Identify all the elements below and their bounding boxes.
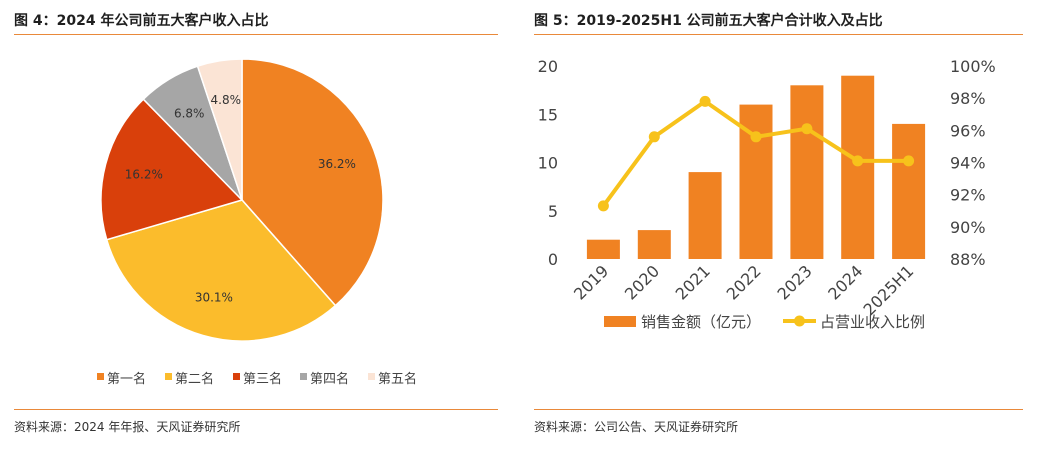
ratio-point-2023: [801, 123, 813, 135]
pie-slice-5: [196, 58, 243, 201]
ratio-point-2024: [852, 155, 864, 167]
x-axis-tick-label: 2022: [723, 261, 765, 303]
right-axis-tick-label: 98%: [950, 89, 986, 108]
x-axis-tick-label: 2024: [824, 261, 866, 303]
pie-legend-label-1: 第一名: [107, 371, 146, 387]
x-axis-tick-label: 2021: [672, 261, 714, 303]
right-axis-tick-label: 100%: [950, 57, 996, 76]
pie-slice-label-2: 30.1%: [195, 291, 233, 305]
left-axis-tick-label: 20: [538, 57, 558, 76]
right-axis-tick-label: 92%: [950, 186, 986, 205]
pie-legend-label-4: 第四名: [310, 371, 349, 387]
pie-legend-swatch-4: [300, 373, 307, 380]
bar-2021: [688, 172, 722, 259]
pie-slice-label-1: 36.2%: [318, 157, 356, 171]
combo-figure-panel: 图 5：2019-2025H1 公司前五大客户合计收入及占比 0 5 10 15 20 8…: [520, 0, 1037, 471]
combo-legend-bar-label: 销售金额（亿元）: [641, 313, 761, 331]
right-axis-tick-label: 94%: [950, 154, 986, 173]
bar-2020: [637, 230, 671, 259]
pie-slice-label-3: 16.2%: [125, 167, 163, 181]
pie-slice-label-4: 6.8%: [174, 106, 205, 120]
left-axis-tick-label: 15: [538, 105, 558, 124]
left-axis-tick-label: 0: [548, 250, 558, 269]
pie-slice-label-5: 4.8%: [211, 93, 242, 107]
x-axis-tick-label: 2025H1: [859, 261, 917, 319]
pie-legend-label-2: 第二名: [175, 371, 214, 387]
ratio-point-2019: [597, 200, 609, 212]
pie-legend-label-5: 第五名: [378, 371, 417, 387]
pie-legend-swatch-2: [165, 373, 172, 380]
combo-source-rule: [534, 409, 1023, 410]
pie-chart: 36.2% 30.1% 16.2% 6.8% 4.8% 第一名 第二名 第三名 第四名 第五名: [97, 58, 417, 387]
combo-legend-line-marker: [794, 315, 805, 327]
ratio-point-2021: [699, 95, 711, 107]
bar-2019: [586, 239, 620, 259]
pie-source-rule: [14, 409, 498, 410]
ratio-point-2022: [750, 131, 762, 143]
pie-title-rule: [14, 34, 498, 35]
combo-legend-line-label: 占营业收入比例: [820, 313, 925, 331]
right-axis-tick-label: 90%: [950, 218, 986, 237]
combo-title-rule: [534, 34, 1023, 35]
pie-legend-swatch-1: [97, 373, 104, 380]
pie-legend-swatch-5: [368, 373, 375, 380]
pie-legend-label-3: 第三名: [243, 371, 282, 387]
right-axis-tick-label: 96%: [950, 121, 986, 140]
x-axis-tick-label: 2023: [774, 261, 816, 303]
x-axis-tick-label: 2020: [621, 261, 663, 303]
right-axis-tick-label: 88%: [950, 250, 986, 269]
pie-slice-3: [100, 98, 244, 241]
pie-slice-2: [105, 199, 337, 342]
pie-slice-1: [241, 58, 384, 307]
left-axis-tick-label: 5: [548, 202, 558, 221]
bar-2025H1: [892, 123, 926, 260]
pie-figure-panel: 图 4：2024 年公司前五大客户收入占比 36.2% 30.1% 16.2% 6.8…: [0, 0, 500, 471]
ratio-point-2020: [648, 131, 660, 143]
bar-2024: [841, 75, 875, 259]
pie-legend-swatch-3: [233, 373, 240, 380]
left-axis-tick-label: 10: [538, 154, 558, 173]
combo-figure-title: 图 5：2019-2025H1 公司前五大客户合计收入及占比: [534, 13, 883, 29]
pie-figure-title: 图 4：2024 年公司前五大客户收入占比: [14, 13, 269, 29]
bar-2023: [790, 85, 824, 259]
ratio-point-2025H1: [903, 155, 915, 167]
combo-legend-bar-swatch: [604, 316, 636, 327]
x-axis-tick-label: 2019: [570, 261, 612, 303]
pie-source-note: 资料来源：2024 年年报、天风证券研究所: [14, 420, 241, 434]
combo-source-note: 资料来源：公司公告、天风证券研究所: [534, 420, 739, 434]
